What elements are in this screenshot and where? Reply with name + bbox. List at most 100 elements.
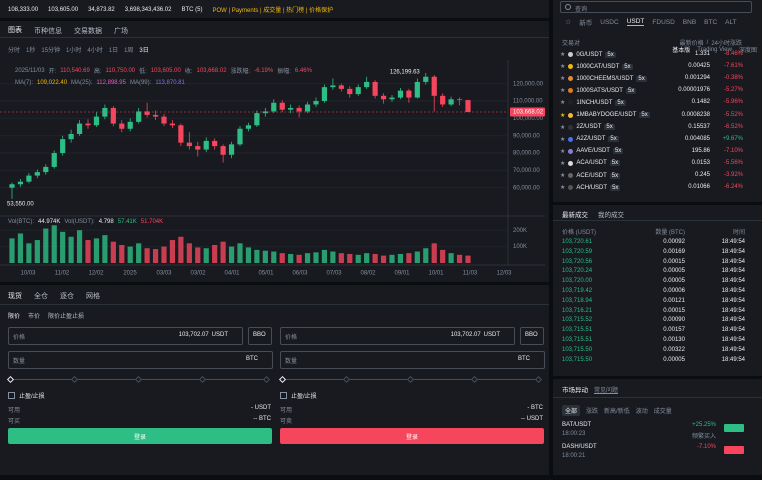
coin-tags[interactable]: POW | Payments | 成交量 | 热门榜 | 价格保护	[212, 8, 334, 14]
vol-value: 4.798	[98, 219, 114, 225]
interval[interactable]: 1周	[124, 48, 134, 54]
market-row[interactable]: ★ 1000SATS/USDT 5x	[560, 87, 637, 94]
mover-badge	[724, 446, 744, 454]
price-input[interactable]: 价格 103,702.07 USDT	[280, 327, 515, 345]
market-row[interactable]: ★ AAVE/USDT 5x	[560, 148, 624, 155]
candle-body	[355, 87, 361, 95]
candle-body	[279, 102, 285, 110]
market-row[interactable]: ★ 1INCH/USDT 5x	[560, 99, 626, 106]
chart-tab[interactable]: 广场	[114, 27, 128, 35]
movers-tab[interactable]: 新高/新低	[604, 409, 630, 415]
market-row[interactable]: ★ ACE/USDT 5x	[560, 172, 621, 179]
trade-tabs: 最新成交 我的成交	[562, 209, 624, 219]
order-type[interactable]: 市价	[28, 314, 41, 320]
market-row[interactable]: ★ 1MBABYDOGE/USDT 5x	[560, 112, 650, 119]
movers-link[interactable]: 常见问题	[594, 388, 619, 394]
coin-icon	[568, 100, 574, 106]
market-row[interactable]: ★ 2Z/USDT 5x	[560, 124, 615, 131]
market-row[interactable]: ★ A2Z/USDT 5x	[560, 136, 619, 143]
trade-tab[interactable]: 最新成交	[562, 212, 588, 219]
order-tab[interactable]: 全仓	[34, 293, 48, 300]
trade-price: 103,720.24	[562, 268, 593, 275]
market-row[interactable]: ★ ACA/USDT 5x	[560, 160, 621, 167]
volume-bar	[355, 254, 361, 263]
pair-price: 0.00001976	[678, 87, 710, 94]
market-tab[interactable]: USDT	[626, 18, 645, 26]
view-mode[interactable]: 深度图	[738, 48, 757, 54]
leverage: 5x	[604, 124, 615, 131]
interval[interactable]: 15分钟	[41, 48, 61, 54]
market-tab[interactable]: FDUSD	[652, 18, 675, 26]
login-button[interactable]: 登录	[280, 428, 544, 444]
chart-tab[interactable]: 交易数据	[74, 27, 102, 35]
market-tab[interactable]: BNB	[682, 18, 697, 26]
pair-price: 0.001294	[684, 75, 710, 82]
trade-price: 103,720.00	[562, 278, 593, 285]
view-mode[interactable]: Trading View	[697, 46, 732, 53]
coin-icon	[568, 124, 574, 130]
volume-bar	[26, 243, 32, 263]
market-row[interactable]: ★ 1000CHEEMS/USDT 5x	[560, 75, 647, 82]
coin-icon	[568, 148, 574, 154]
candle-body	[254, 113, 260, 126]
trade-tab[interactable]: 我的成交	[598, 212, 624, 219]
candle-body	[389, 97, 395, 100]
slider[interactable]	[6, 375, 271, 384]
order-type[interactable]: 限价	[8, 314, 21, 320]
checkbox[interactable]	[8, 392, 15, 399]
movers-tab[interactable]: 波动	[635, 409, 648, 415]
candle-body	[17, 181, 24, 185]
order-tab[interactable]: 逐仓	[60, 293, 74, 300]
coin-icon	[568, 160, 574, 166]
interval[interactable]: 1日	[108, 48, 119, 54]
market-row[interactable]: ★ ACH/USDT 5x	[560, 184, 621, 191]
market-tab[interactable]: USDC	[600, 18, 619, 26]
market-row[interactable]: ★ 0G/USDT 5x	[560, 51, 616, 58]
order-tab[interactable]: 网格	[86, 293, 100, 300]
pair-change: -7.10%	[723, 147, 743, 154]
pair-price: 0.004085	[684, 135, 710, 142]
movers-tab[interactable]: 全部	[562, 405, 581, 416]
interval[interactable]: 1秒	[26, 48, 36, 54]
volume-bar	[414, 251, 420, 263]
interval[interactable]: 分时	[8, 48, 21, 54]
pair-name: 1000SATS/USDT	[576, 87, 623, 94]
login-button[interactable]: 登录	[8, 428, 272, 444]
mover-change: -7.10%	[696, 444, 716, 450]
interval[interactable]: 1小时	[66, 48, 82, 54]
order-type[interactable]: 限价止盈止损	[48, 314, 85, 320]
market-tab[interactable]: BTC	[704, 18, 718, 26]
search-box[interactable]: 查询	[560, 1, 752, 13]
coin-icon	[568, 52, 574, 57]
qty-input[interactable]: 数量 BTC	[8, 351, 273, 369]
leverage: 5x	[612, 148, 624, 155]
ohlc-value: 6.46%	[294, 67, 312, 74]
trade-price: 103,715.52	[562, 317, 593, 324]
market-tab[interactable]: 新币	[579, 20, 593, 27]
x-tick-label: 09/01	[394, 271, 410, 277]
interval[interactable]: 4小时	[87, 48, 103, 54]
qty-input[interactable]: 数量 BTC	[280, 351, 545, 369]
volume-bar	[220, 241, 226, 263]
col-header: 时间	[732, 230, 745, 236]
price-input[interactable]: 价格 103,702.07 USDT	[8, 327, 243, 345]
market-tab[interactable]: ALT	[725, 18, 737, 26]
checkbox[interactable]	[280, 392, 287, 399]
slider[interactable]	[278, 375, 543, 384]
movers-tab[interactable]: 涨跌	[586, 409, 599, 415]
view-mode[interactable]: 基本版	[672, 48, 691, 54]
movers-tab[interactable]: 成交量	[653, 409, 672, 415]
market-row[interactable]: ★ 1000CAT/USDT 5x	[560, 63, 633, 70]
bbo-button[interactable]: BBO	[248, 327, 272, 345]
trade-time: 18:49:54	[721, 268, 745, 275]
chart-tab[interactable]: 币种信息	[34, 27, 62, 35]
bbo-button[interactable]: BBO	[520, 327, 544, 345]
interval[interactable]: 3日	[139, 48, 149, 54]
order-tab[interactable]: 现货	[8, 293, 22, 300]
x-tick-label: 04/01	[224, 271, 240, 277]
candle-body	[271, 102, 277, 112]
pair-price: 0.01066	[688, 184, 710, 191]
trade-time: 18:49:54	[721, 307, 745, 314]
leverage: 5x	[625, 87, 637, 94]
